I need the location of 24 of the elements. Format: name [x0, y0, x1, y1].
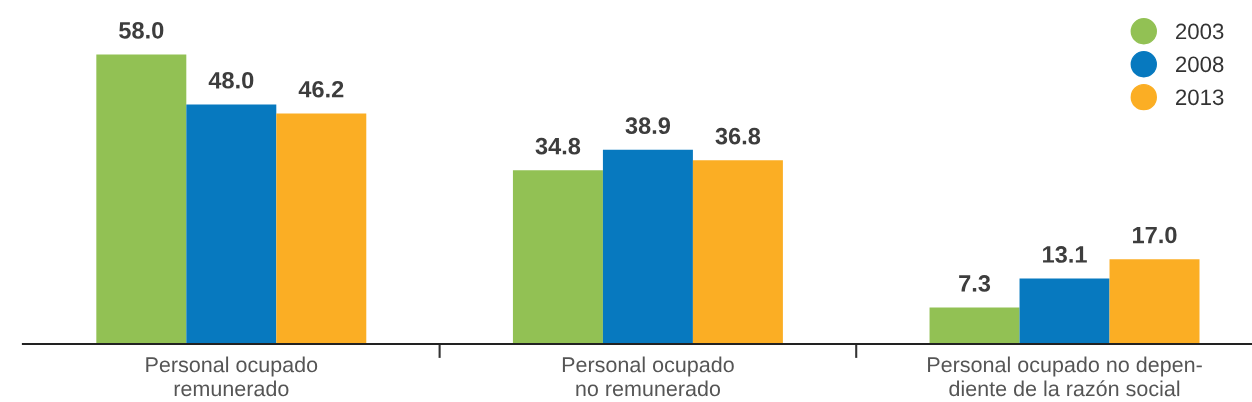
bar [602, 149, 693, 344]
data-label: 38.9 [625, 117, 671, 135]
x-tick-label: Personal ocupado remunerado [146, 356, 318, 397]
data-label: 36.8 [715, 127, 761, 145]
legend-label: 2008 [1176, 56, 1224, 73]
bar [186, 104, 277, 344]
data-label: 46.2 [298, 80, 344, 98]
data-label: 7.3 [959, 275, 991, 292]
bar [1109, 259, 1200, 344]
legend-label: 2013 [1176, 89, 1224, 106]
data-label: 13.1 [1043, 246, 1087, 263]
bar [512, 170, 603, 344]
data-label: 48.0 [208, 71, 254, 89]
data-label: 34.8 [535, 137, 581, 155]
data-label: 58.0 [119, 21, 164, 39]
data-label: 17.0 [1133, 226, 1177, 244]
legend-label: 2003 [1176, 23, 1224, 40]
bar [1019, 278, 1110, 344]
bar [929, 307, 1020, 344]
bar [692, 160, 783, 344]
bar [96, 54, 187, 344]
x-tick-label: Personal ocupado no depen- diente de la razón social [928, 356, 1202, 397]
bar [276, 113, 367, 344]
x-tick-label: Personal ocupado no remunerado [562, 356, 734, 397]
